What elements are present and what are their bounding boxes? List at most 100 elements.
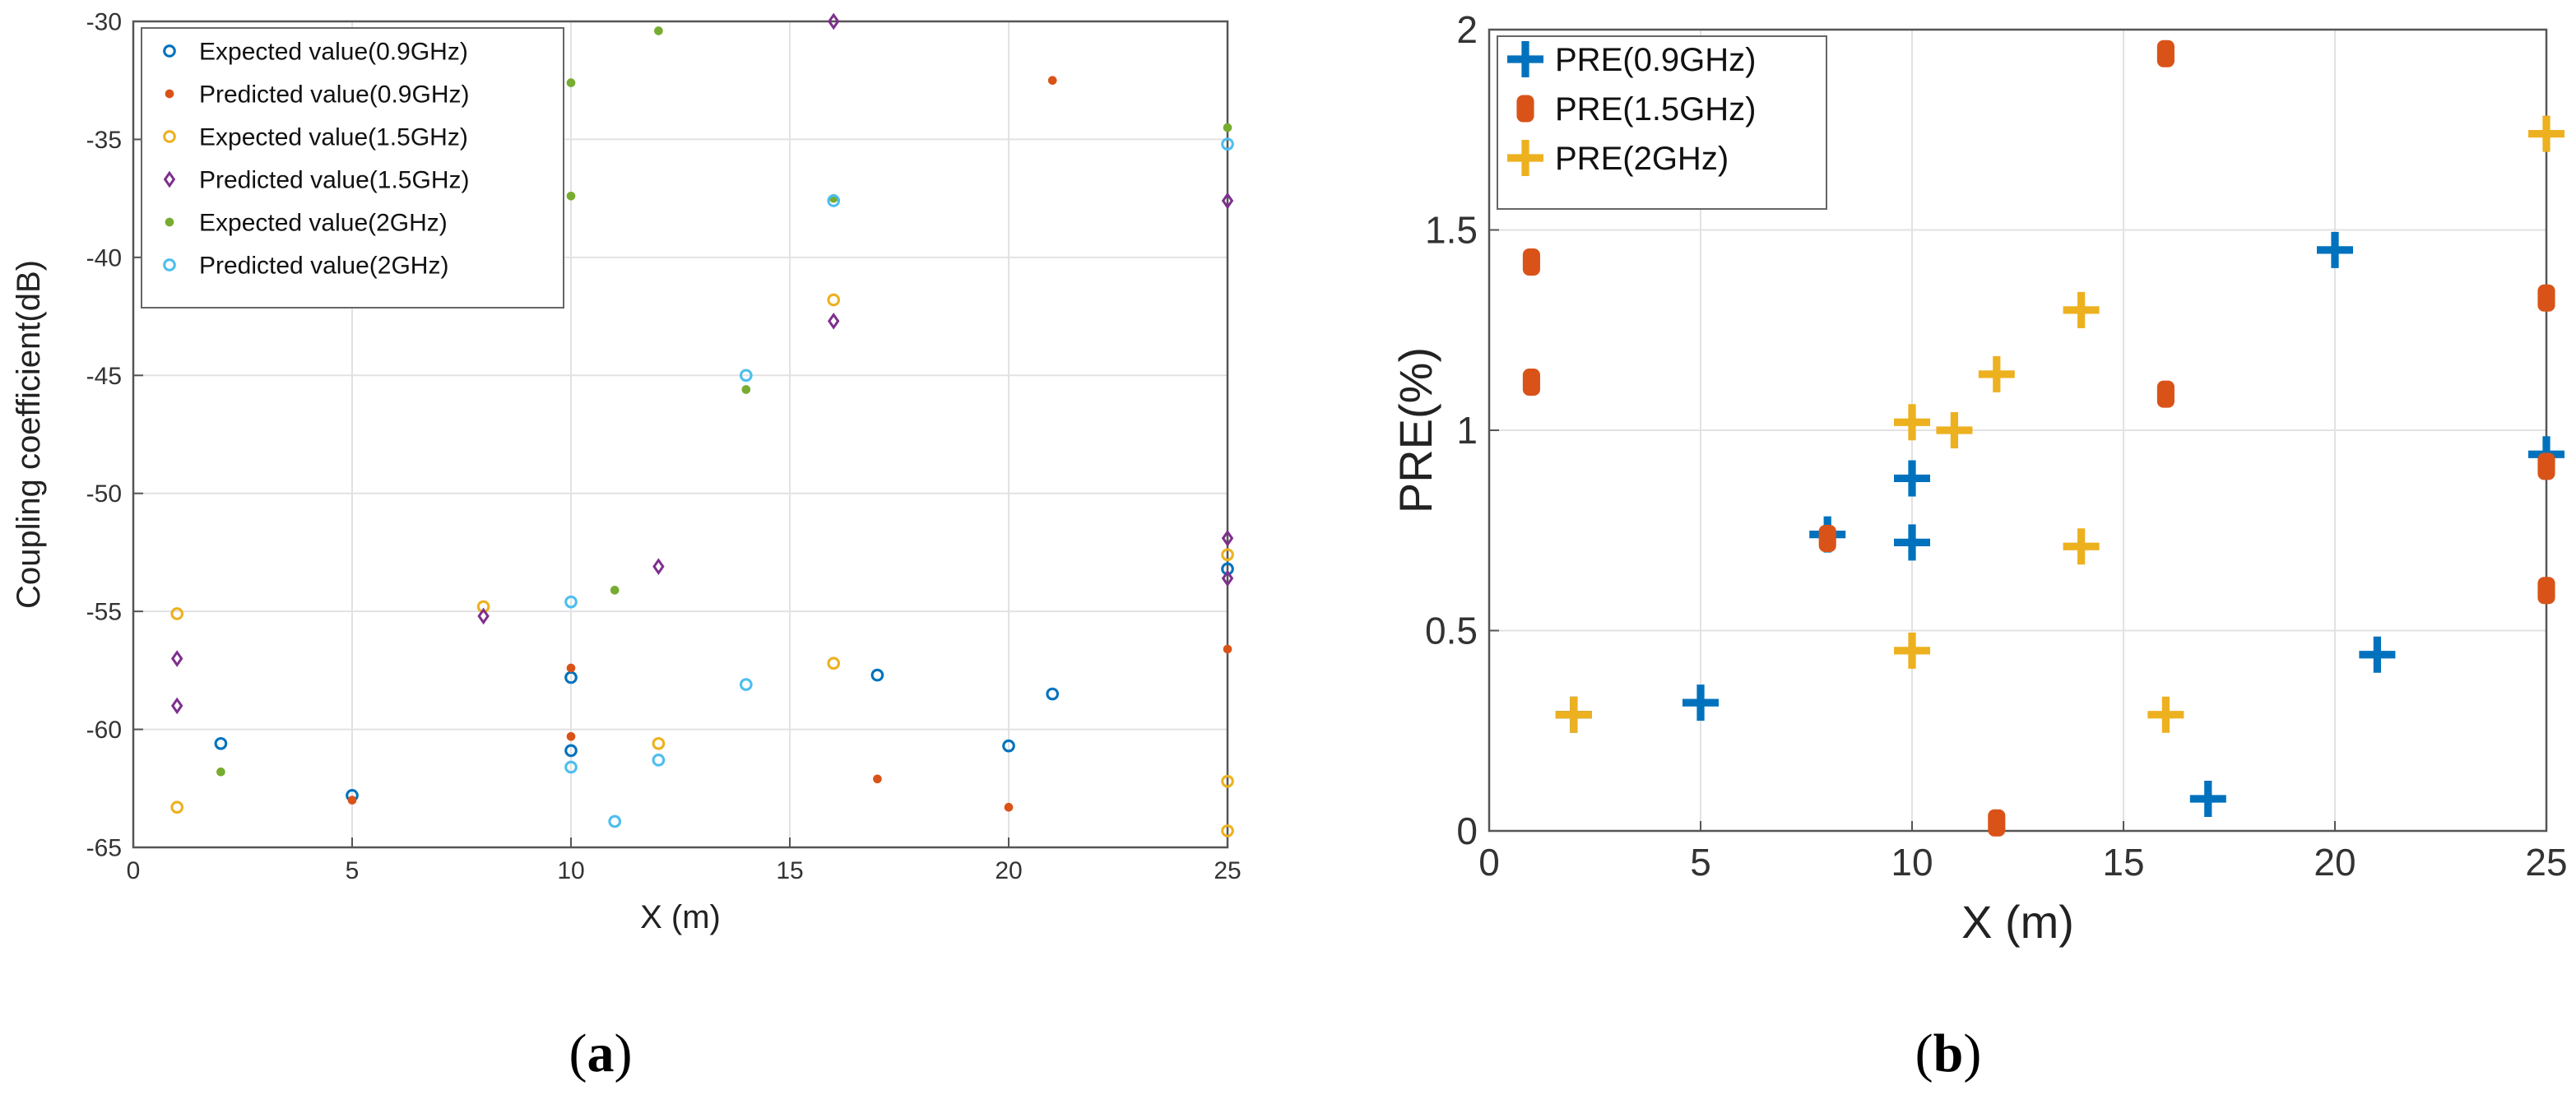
y-tick-label: -35 — [86, 127, 122, 154]
data-point — [652, 736, 666, 750]
legend-marker — [1507, 140, 1543, 176]
data-point — [870, 668, 884, 682]
data-point — [1978, 355, 2015, 392]
legend-label: Predicted value(0.9GHz) — [199, 81, 469, 109]
data-points — [170, 12, 1234, 837]
x-tick-label: 20 — [995, 857, 1022, 884]
data-point — [827, 657, 841, 670]
y-tick-label: -55 — [86, 599, 122, 626]
legend-label: PRE(0.9GHz) — [1555, 42, 1757, 78]
data-point — [566, 191, 576, 201]
data-point — [1221, 569, 1234, 587]
legend-marker — [165, 217, 174, 227]
data-point — [170, 697, 183, 715]
legend-box — [141, 27, 564, 309]
panel-label: (b) — [1915, 1023, 1982, 1083]
data-point — [741, 385, 751, 394]
data-point — [1936, 412, 1973, 448]
data-point — [2189, 781, 2226, 818]
data-point — [347, 796, 357, 805]
data-point — [827, 293, 841, 307]
x-tick-label: 0 — [1478, 841, 1500, 884]
data-point — [1004, 802, 1014, 812]
data-point — [1522, 369, 1540, 397]
x-axis-label: X (m) — [640, 899, 721, 935]
data-point — [1223, 644, 1232, 654]
data-point — [566, 663, 576, 673]
data-point — [2156, 39, 2175, 67]
data-point — [1683, 684, 1719, 721]
data-point — [1894, 632, 1930, 669]
data-point — [739, 678, 753, 691]
data-point — [1555, 696, 1592, 733]
data-point — [564, 595, 578, 609]
data-point — [566, 78, 576, 87]
x-tick-label: 15 — [2102, 841, 2144, 884]
legend-marker — [163, 44, 176, 58]
data-point — [2147, 696, 2184, 733]
data-point — [1894, 460, 1930, 497]
x-tick-label: 5 — [1690, 841, 1711, 884]
data-point — [2537, 577, 2555, 605]
data-point — [564, 760, 578, 774]
legend-marker — [1516, 95, 1534, 123]
panel-label-letter: a — [587, 1023, 615, 1083]
axes-frame — [132, 20, 1229, 849]
data-point — [2317, 231, 2353, 268]
data-point — [1046, 687, 1060, 701]
data-point — [1047, 76, 1057, 86]
legend-label: Expected value(1.5GHz) — [199, 124, 468, 151]
data-point — [1223, 123, 1232, 132]
data-point — [1221, 192, 1234, 210]
x-tick-label: 0 — [127, 857, 141, 884]
data-point — [170, 607, 184, 620]
data-point — [2156, 380, 2175, 408]
legend-box — [1497, 35, 1827, 210]
data-point — [1002, 739, 1015, 753]
y-tick-label: 0 — [1456, 810, 1478, 852]
legend-marker — [163, 130, 176, 143]
y-tick-label: -60 — [86, 717, 122, 744]
data-point — [1818, 524, 1836, 552]
y-axis-label: PRE(%) — [1390, 347, 1441, 513]
x-tick-label: 5 — [346, 857, 360, 884]
panel-label-letter: b — [1933, 1023, 1964, 1083]
legend-label: PRE(1.5GHz) — [1555, 91, 1757, 128]
data-point — [214, 736, 228, 750]
legend-label: Expected value(2GHz) — [199, 210, 448, 237]
y-tick-label: -50 — [86, 480, 122, 508]
x-tick-label: 10 — [557, 857, 584, 884]
x-tick-label: 25 — [2525, 841, 2567, 884]
data-point — [608, 814, 622, 828]
data-point — [2063, 528, 2100, 565]
data-point — [1221, 548, 1234, 562]
data-point — [170, 650, 183, 667]
data-point — [827, 12, 840, 30]
data-point — [2528, 115, 2564, 152]
data-point — [566, 731, 576, 741]
data-point — [2537, 452, 2555, 480]
data-point — [1221, 137, 1234, 151]
legend-label: Predicted value(2GHz) — [199, 253, 448, 280]
data-point — [1221, 529, 1234, 547]
legend: PRE(0.9GHz) PRE(1.5GHz) PRE(2GHz) — [1497, 35, 1827, 210]
data-point — [170, 800, 184, 814]
data-point — [654, 26, 663, 35]
data-point — [610, 586, 620, 595]
y-axis-label: Coupling coefficient(dB) — [11, 260, 47, 609]
legend-label: Expected value(0.9GHz) — [199, 39, 468, 66]
x-tick-label: 20 — [2314, 841, 2356, 884]
data-point — [477, 607, 490, 625]
data-point — [1221, 774, 1234, 788]
data-point — [564, 744, 578, 758]
x-axis-label: X (m) — [1961, 896, 2074, 948]
data-point — [1894, 524, 1930, 561]
data-point — [1221, 824, 1234, 837]
legend-label: PRE(2GHz) — [1555, 141, 1729, 177]
data-point — [2537, 284, 2555, 312]
data-points — [1522, 39, 2564, 837]
data-point — [216, 767, 225, 777]
panel-label-close: ) — [1963, 1023, 1981, 1083]
data-point — [2063, 291, 2100, 328]
